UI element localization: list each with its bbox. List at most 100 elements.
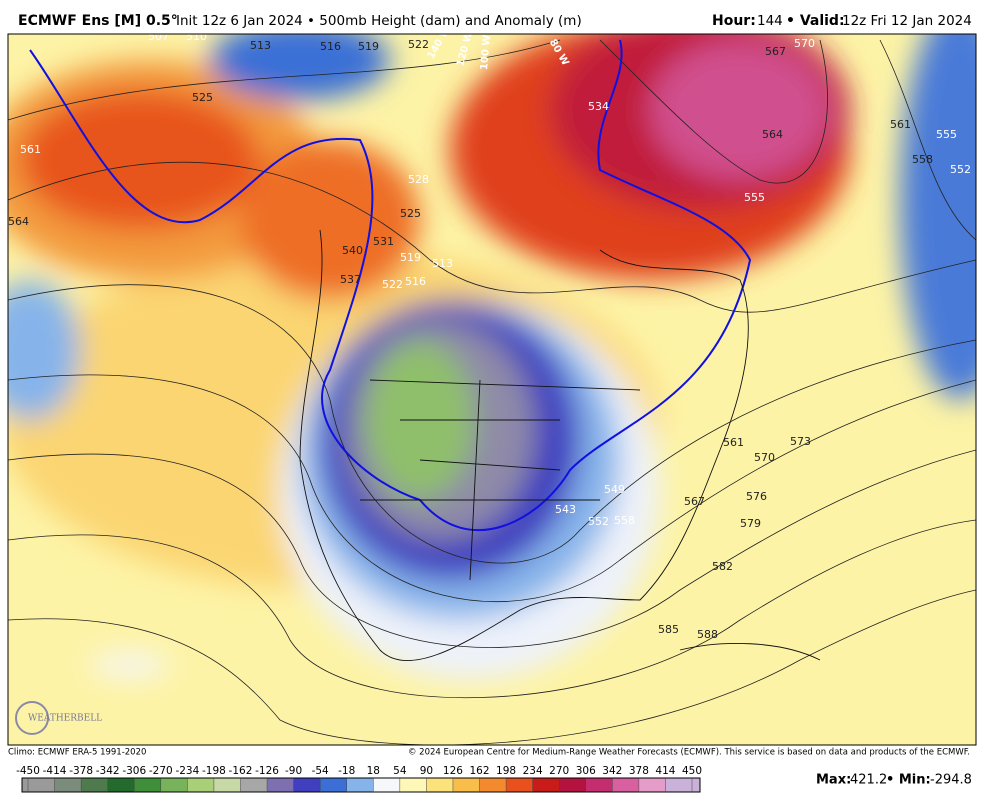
contour-label: 534	[588, 100, 609, 113]
contour-label: 516	[320, 40, 341, 53]
color-swatch	[240, 778, 268, 792]
color-swatch	[665, 778, 693, 792]
contour-label: 588	[697, 628, 718, 641]
contour-label: 570	[754, 451, 775, 464]
color-swatch	[532, 778, 560, 792]
color-swatch	[54, 778, 82, 792]
contour-label: 582	[712, 560, 733, 573]
contour-label: 561	[890, 118, 911, 131]
color-swatch	[213, 778, 241, 792]
model-title: ECMWF Ens [M] 0.5°	[18, 13, 178, 29]
contour-label: 561	[20, 143, 41, 156]
colorbar-tick-label: -18	[338, 765, 355, 777]
colorbar-tick-label: -234	[175, 765, 199, 777]
color-swatch	[638, 778, 666, 792]
colorbar-tick-label: 198	[496, 765, 516, 777]
min: -294.8	[930, 773, 972, 788]
max: 421.2	[850, 773, 887, 788]
color-swatch	[107, 778, 135, 792]
contour-label: 528	[408, 173, 429, 186]
colorbar-tick-label: -378	[69, 765, 93, 777]
contour-label: 522	[382, 278, 403, 291]
contour-label: 519	[400, 251, 421, 264]
hour: 144	[757, 13, 783, 29]
color-swatch	[81, 778, 109, 792]
map-frame	[7, 33, 977, 746]
colorbar-tick-label: -306	[122, 765, 146, 777]
contour-label: 555	[744, 191, 765, 204]
contour-label: 525	[192, 91, 213, 104]
contour-label: 507	[148, 30, 169, 43]
colorbar-tick-label: 126	[443, 765, 463, 777]
colorbar-tick-label: 18	[367, 765, 380, 777]
color-swatch	[399, 778, 427, 792]
contours	[8, 39, 976, 745]
valid: 12z Fri 12 Jan 2024	[842, 13, 972, 29]
contour-label: 552	[950, 163, 971, 176]
color-swatch	[585, 778, 613, 792]
colorbar-tick-label: -162	[229, 765, 253, 777]
logo: WEATHERBELL	[28, 714, 102, 724]
colorbar-tick-label: 90	[420, 765, 433, 777]
color-swatch	[160, 778, 188, 792]
contour-label: 579	[740, 517, 761, 530]
colorbar-tick-label: -126	[255, 765, 279, 777]
init-title: Init 12z 6 Jan 2024 • 500mb Height (dam)…	[176, 13, 582, 29]
color-swatch	[28, 778, 56, 792]
colorbar-tick-label: -198	[202, 765, 226, 777]
contour-label: 552	[588, 515, 609, 528]
colorbar-end	[692, 778, 700, 792]
color-swatch	[267, 778, 295, 792]
colorbar-tick-label: 450	[682, 765, 702, 777]
color-swatch	[134, 778, 162, 792]
contour-label: 558	[614, 514, 635, 527]
colorbar-end	[22, 778, 28, 792]
logo-mark	[15, 701, 49, 735]
contour-label: 537	[340, 273, 361, 286]
contour-label: 567	[765, 45, 786, 58]
map: 507 510 513 516 519 522 525 561 564 528 …	[8, 30, 976, 745]
colorbar-tick-label: -270	[149, 765, 173, 777]
contour-label: 570	[794, 37, 815, 50]
contour-label: 513	[250, 39, 271, 52]
copyright: © 2024 European Centre for Medium-Range …	[408, 748, 970, 758]
contour-label: 540	[342, 244, 363, 257]
colorbar-tick-label: -450	[16, 765, 40, 777]
contour-540	[29, 39, 752, 531]
colorbar-tick-label: -90	[285, 765, 302, 777]
contour-label: 585	[658, 623, 679, 636]
color-swatch	[426, 778, 454, 792]
colorbar-frame	[21, 777, 701, 793]
contour-label: 531	[373, 235, 394, 248]
contour-label: 558	[912, 153, 933, 166]
colorbar: -450 -414 -378 -342 -306 -270 -234 -198 -162 -126…	[16, 765, 702, 793]
colorbar-tick-label: 378	[629, 765, 649, 777]
lon-label: 100 W	[479, 34, 493, 70]
contour-label: 513	[432, 257, 453, 270]
color-swatch	[479, 778, 507, 792]
colorbar-tick-label: -414	[43, 765, 67, 777]
color-swatch	[373, 778, 401, 792]
colorbar-tick-label: 342	[602, 765, 622, 777]
contour-label: 516	[405, 275, 426, 288]
colorbar-tick-label: -54	[312, 765, 329, 777]
color-swatch	[320, 778, 348, 792]
color-swatch	[187, 778, 215, 792]
contour-label: 555	[936, 128, 957, 141]
colorbar-tick-label: 270	[549, 765, 569, 777]
color-swatch	[452, 778, 481, 792]
contour-label: 549	[604, 483, 625, 496]
colorbar-tick-label: 54	[393, 765, 407, 777]
colorbar-tick-label: -342	[96, 765, 120, 777]
colorbar-tick-label: 162	[469, 765, 489, 777]
contour-label: 525	[400, 207, 421, 220]
color-swatch	[293, 778, 321, 792]
contour-label: 564	[8, 215, 29, 228]
contour-labels: 507 510 513 516 519 522 525 561 564 528 …	[8, 30, 971, 641]
valid-label: • Valid:	[786, 13, 845, 29]
max-label: Max:	[816, 773, 851, 788]
color-swatch	[612, 778, 640, 792]
contour-label: 561	[723, 436, 744, 449]
contour-label: 576	[746, 490, 767, 503]
